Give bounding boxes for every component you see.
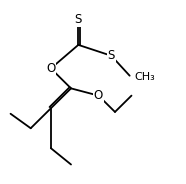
Text: O: O <box>94 89 103 102</box>
Text: S: S <box>108 49 115 62</box>
Text: O: O <box>46 62 55 75</box>
Text: CH₃: CH₃ <box>135 72 155 82</box>
Text: S: S <box>75 13 82 26</box>
